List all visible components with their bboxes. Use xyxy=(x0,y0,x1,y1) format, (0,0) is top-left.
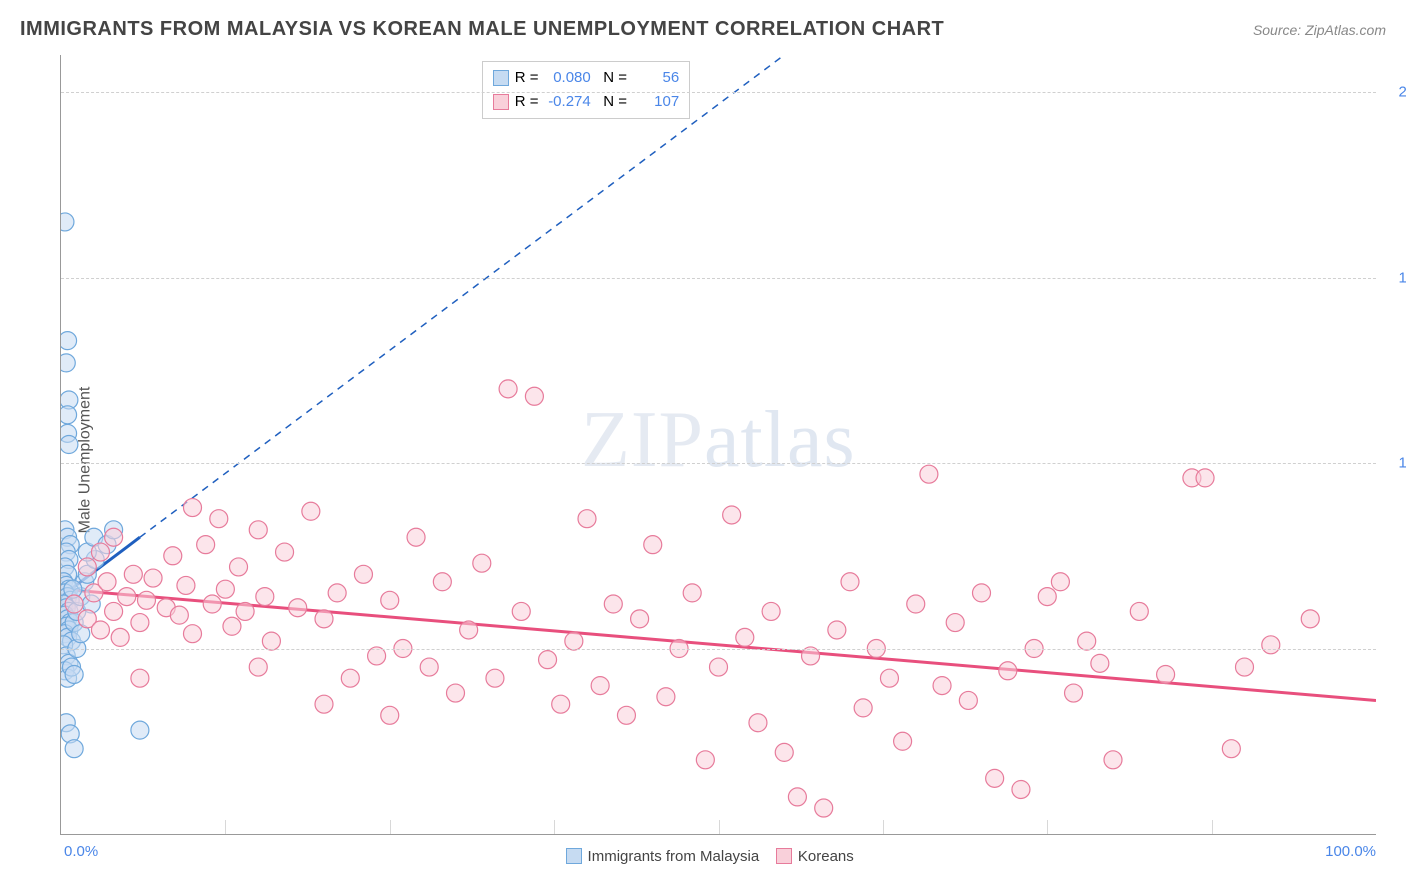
legend-series-name: Koreans xyxy=(798,848,854,865)
legend-row: R = -0.274 N = 107 xyxy=(493,90,679,114)
plot-wrap: Male Unemployment ZIPatlas R = 0.080 N =… xyxy=(50,55,1386,865)
legend-n-value: 107 xyxy=(631,90,679,114)
legend-r-value: 0.080 xyxy=(543,66,591,90)
gridline-h xyxy=(61,92,1376,93)
legend-r-value: -0.274 xyxy=(543,90,591,114)
legend-n-label: N = xyxy=(603,93,627,110)
gridline-h xyxy=(61,463,1376,464)
chart-title: IMMIGRANTS FROM MALAYSIA VS KOREAN MALE … xyxy=(20,18,944,41)
gridline-v xyxy=(1047,820,1048,834)
legend-series-name: Immigrants from Malaysia xyxy=(588,848,760,865)
legend-swatch xyxy=(493,70,509,86)
legend-row: R = 0.080 N = 56 xyxy=(493,66,679,90)
source-label: Source: ZipAtlas.com xyxy=(1253,22,1386,38)
series-legend: Immigrants from Malaysia Koreans xyxy=(50,848,1386,865)
gridline-v xyxy=(719,820,720,834)
legend-swatch xyxy=(493,94,509,110)
gridline-v xyxy=(554,820,555,834)
gridline-v xyxy=(225,820,226,834)
y-tick-label: 10.0% xyxy=(1398,455,1406,472)
legend-r-label: R = xyxy=(515,93,539,110)
legend-n-value: 56 xyxy=(631,66,679,90)
legend-r-label: R = xyxy=(515,69,539,86)
chart-svg xyxy=(61,55,1376,834)
legend-swatch xyxy=(776,848,792,864)
gridline-h xyxy=(61,649,1376,650)
plot-area: ZIPatlas R = 0.080 N = 56R = -0.274 N = … xyxy=(60,55,1376,835)
gridline-v xyxy=(883,820,884,834)
gridline-v xyxy=(1212,820,1213,834)
legend-swatch xyxy=(566,848,582,864)
stats-legend: R = 0.080 N = 56R = -0.274 N = 107 xyxy=(482,61,690,119)
gridline-h xyxy=(61,278,1376,279)
y-tick-label: 20.0% xyxy=(1398,84,1406,101)
y-tick-label: 15.0% xyxy=(1398,269,1406,286)
legend-n-label: N = xyxy=(603,69,627,86)
gridline-v xyxy=(390,820,391,834)
header: IMMIGRANTS FROM MALAYSIA VS KOREAN MALE … xyxy=(20,18,1386,41)
